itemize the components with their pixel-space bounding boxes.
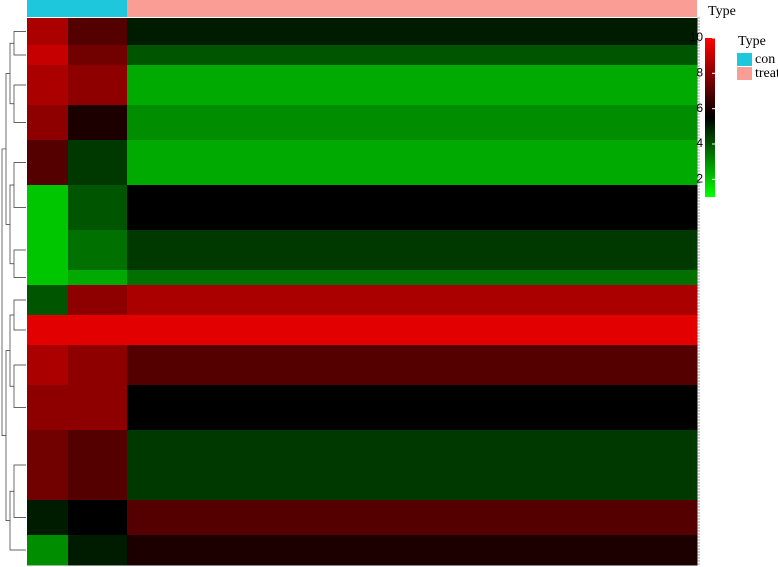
heatmap-cell bbox=[127, 18, 698, 46]
heatmap-cell bbox=[68, 140, 128, 186]
dendrogram-branch bbox=[1, 148, 6, 436]
heatmap-cell bbox=[27, 230, 69, 271]
legend-label: treat bbox=[755, 66, 778, 81]
heatmap-cell bbox=[127, 270, 698, 286]
heatmap-cell bbox=[27, 185, 69, 231]
heatmap-cell bbox=[127, 65, 698, 106]
dendrogram-branch bbox=[13, 31, 26, 56]
heatmap-cell bbox=[68, 185, 128, 231]
colorbar-tick-label: 8 bbox=[696, 66, 703, 80]
dendrogram-branch bbox=[9, 490, 26, 551]
dendrogram-branch bbox=[13, 364, 26, 408]
annotation-cell bbox=[127, 0, 697, 17]
colorbar-tick-label: 4 bbox=[696, 136, 703, 150]
heatmap-cell bbox=[127, 285, 698, 316]
heatmap-cell bbox=[27, 385, 69, 431]
heatmap-cell bbox=[68, 45, 128, 66]
annotation-label: Type bbox=[708, 4, 736, 19]
heatmap-cell bbox=[68, 105, 128, 141]
heatmap-cell bbox=[68, 535, 128, 566]
colorbar-tick-label: 10 bbox=[690, 30, 704, 44]
heatmap-cell bbox=[127, 315, 698, 346]
heatmap-cell bbox=[127, 385, 698, 431]
dendrogram-branch bbox=[9, 314, 14, 387]
colorbar-tick-label: 6 bbox=[696, 101, 703, 115]
heatmap-cell bbox=[127, 430, 698, 501]
heatmap-cell bbox=[68, 500, 128, 536]
heatmap-cell bbox=[68, 315, 128, 346]
heatmap-cell bbox=[68, 285, 128, 316]
heatmap-cell bbox=[27, 430, 69, 501]
legend-swatch bbox=[737, 67, 752, 80]
heatmap-cell bbox=[27, 270, 69, 286]
legend-title: Type bbox=[738, 34, 766, 49]
heatmap-cell bbox=[27, 140, 69, 186]
heatmap-cell bbox=[27, 500, 69, 536]
annotation-cell bbox=[27, 0, 68, 17]
legend-swatch bbox=[737, 53, 752, 66]
annotation-cell bbox=[68, 0, 127, 17]
heatmap-cell bbox=[68, 430, 128, 501]
heatmap-cell bbox=[68, 65, 128, 106]
dendrogram-branch bbox=[13, 162, 26, 208]
heatmap-cell bbox=[27, 285, 69, 316]
legend-label: con bbox=[755, 52, 775, 67]
heatmap-cell bbox=[127, 535, 698, 566]
dendrogram-branch bbox=[13, 84, 26, 123]
heatmap-cell bbox=[127, 500, 698, 536]
heatmap-cell bbox=[27, 65, 69, 106]
heatmap-cell bbox=[68, 345, 128, 386]
heatmap-cell bbox=[27, 345, 69, 386]
heatmap-cell bbox=[27, 18, 69, 46]
dendrogram-branch bbox=[5, 350, 10, 521]
heatmap-cell bbox=[27, 535, 69, 566]
heatmap-cell bbox=[68, 230, 128, 271]
heatmap-cell bbox=[27, 105, 69, 141]
dendrogram-branch bbox=[13, 464, 26, 518]
dendrogram-branch bbox=[9, 42, 14, 105]
heatmap-cell bbox=[68, 18, 128, 46]
heatmap-cell bbox=[68, 270, 128, 286]
colorbar-tick-label: 2 bbox=[696, 172, 703, 186]
heatmap-cell bbox=[127, 185, 698, 231]
dendrogram-branch bbox=[13, 299, 26, 331]
heatmap-cell bbox=[127, 140, 698, 186]
dendrogram-branch bbox=[13, 249, 26, 278]
heatmap-cell bbox=[27, 315, 69, 346]
heatmap-cell bbox=[127, 45, 698, 66]
heatmap-cell bbox=[127, 345, 698, 386]
heatmap-cell bbox=[127, 230, 698, 271]
colorbar bbox=[705, 38, 715, 197]
heatmap-cell bbox=[127, 105, 698, 141]
heatmap-cell bbox=[68, 385, 128, 431]
heatmap-cell bbox=[27, 45, 69, 66]
dendrogram-branch bbox=[5, 73, 10, 225]
dendrogram-branch bbox=[9, 184, 14, 265]
